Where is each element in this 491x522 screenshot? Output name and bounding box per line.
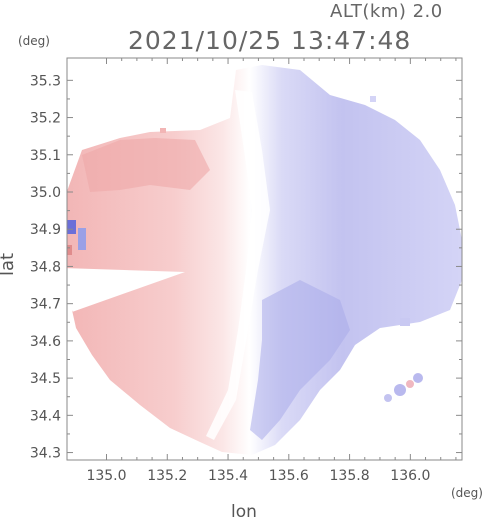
- isolated-echo: [160, 128, 166, 133]
- x-axis-title: lon: [231, 502, 257, 522]
- zero-velocity-band: [206, 90, 270, 440]
- y-unit-label: (deg): [18, 34, 50, 48]
- x-axis-ticks: 135.0 135.2 135.4 135.6 135.8 136.0: [86, 58, 457, 484]
- isolated-echo: [400, 318, 410, 326]
- isolated-echo: [394, 384, 406, 396]
- x-tick-label: 135.2: [147, 468, 187, 484]
- y-tick-label: 35.2: [30, 111, 61, 127]
- isolated-echo: [370, 96, 376, 102]
- y-tick-label: 34.9: [30, 222, 61, 238]
- y-tick-label: 34.5: [30, 371, 61, 387]
- x-tick-label: 136.0: [390, 468, 430, 484]
- y-tick-label: 35.1: [30, 148, 61, 164]
- x-tick-label: 135.4: [208, 468, 248, 484]
- y-tick-label: 34.4: [30, 408, 61, 424]
- y-tick-label: 34.3: [30, 446, 61, 462]
- speckle: [67, 245, 72, 255]
- altitude-label: ALT(km) 2.0: [330, 1, 443, 22]
- x-tick-label: 135.6: [269, 468, 309, 484]
- plot-frame: [66, 57, 463, 461]
- radar-data-field: [67, 65, 462, 455]
- isolated-echo: [384, 394, 392, 402]
- y-tick-label: 34.7: [30, 297, 61, 313]
- red-core: [82, 138, 210, 192]
- x-tick-label: 135.0: [86, 468, 126, 484]
- speckle: [78, 228, 86, 250]
- x-unit-label: (deg): [451, 486, 483, 500]
- speckle: [67, 220, 76, 234]
- y-tick-label: 35.3: [30, 73, 61, 89]
- blue-core: [250, 280, 350, 440]
- timestamp-title: 2021/10/25 13:47:48: [128, 26, 412, 55]
- y-tick-label: 35.0: [30, 185, 61, 201]
- isolated-echo: [406, 380, 414, 388]
- y-axis-ticks: 34.3 34.4 34.5 34.6 34.7 34.8 34.9 35.0 35.1 35.2…: [30, 73, 462, 462]
- y-tick-label: 34.8: [30, 259, 61, 275]
- isolated-echo: [413, 373, 423, 383]
- x-tick-label: 135.8: [330, 468, 370, 484]
- y-tick-label: 34.6: [30, 334, 61, 350]
